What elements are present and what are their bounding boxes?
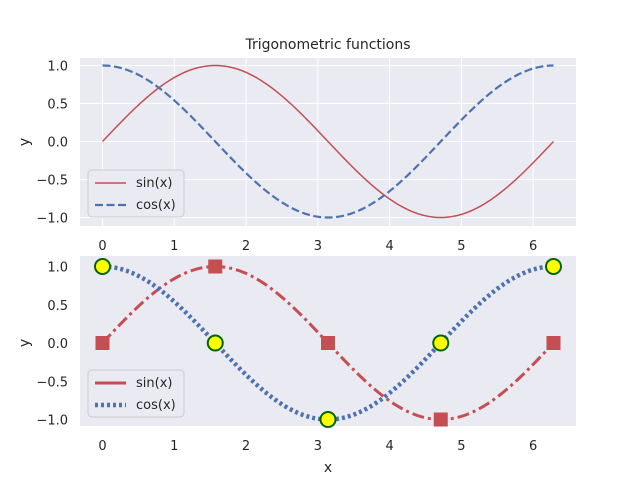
bottom-xtick-label: 0 <box>98 439 106 454</box>
bottom-ytick-label: 1.0 <box>47 261 68 276</box>
bottom-x-axis-label: x <box>324 460 332 476</box>
top-panel: 1.0 0.5 0.0 −0.5 −1.0 0 1 2 3 4 5 6 Trigonometric … <box>17 37 576 254</box>
top-series-sin-line <box>101 64 555 219</box>
marker-cos-circle <box>206 334 224 352</box>
marker-sin-square <box>208 259 223 274</box>
bottom-ytick-label: 0.0 <box>47 337 68 352</box>
marker-sin-square <box>321 336 336 350</box>
top-xtick-label: 3 <box>314 239 322 254</box>
marker-sin-square <box>433 412 448 427</box>
bottom-ytick-label: −0.5 <box>36 375 68 390</box>
top-xtick-label: 5 <box>457 239 465 254</box>
bottom-ytick-label: 0.5 <box>47 299 68 314</box>
bottom-legend: sin(x) cos(x) <box>87 369 185 418</box>
marker-cos-circle <box>94 258 111 275</box>
top-ytick-label: 0.0 <box>47 136 68 151</box>
top-xtick-label: 0 <box>98 239 106 254</box>
top-xtick-label: 2 <box>242 239 250 254</box>
top-y-axis-label: y <box>17 138 33 146</box>
bottom-legend-cos-label: cos(x) <box>136 398 176 413</box>
bottom-panel: 1.0 0.5 0.0 −0.5 −1.0 0 1 2 3 4 5 6 x y sin(x) cos… <box>17 256 576 476</box>
marker-sin-square <box>95 336 110 350</box>
top-ytick-label: −0.5 <box>36 174 68 189</box>
bottom-xtick-label: 1 <box>170 439 178 454</box>
top-ytick-label: 1.0 <box>47 60 68 75</box>
top-legend-sin-label: sin(x) <box>136 176 172 191</box>
top-xtick-label: 1 <box>170 239 178 254</box>
bottom-xtick-label: 3 <box>314 439 322 454</box>
bottom-series-cos-line <box>102 264 554 422</box>
top-xtick-label: 4 <box>385 239 393 254</box>
bottom-xtick-label: 2 <box>242 439 250 454</box>
top-series-cos-line <box>102 64 554 219</box>
marker-cos-circle <box>432 334 450 352</box>
marker-sin-square <box>546 336 561 350</box>
top-chart-title: Trigonometric functions <box>244 37 410 53</box>
marker-cos-circle <box>545 258 563 275</box>
bottom-xtick-label: 6 <box>529 439 537 454</box>
bottom-ytick-label: −1.0 <box>36 414 68 429</box>
marker-cos-circle <box>319 411 337 428</box>
top-legend: sin(x) cos(x) <box>87 169 185 218</box>
bottom-legend-sin-label: sin(x) <box>136 376 172 391</box>
top-legend-cos-label: cos(x) <box>136 198 176 213</box>
top-ytick-label: 0.5 <box>47 98 68 113</box>
bottom-y-axis-label: y <box>17 339 33 347</box>
bottom-xtick-label: 4 <box>385 439 393 454</box>
bottom-xtick-label: 5 <box>457 439 465 454</box>
top-ytick-label: −1.0 <box>36 212 68 227</box>
top-xtick-label: 6 <box>529 239 537 254</box>
